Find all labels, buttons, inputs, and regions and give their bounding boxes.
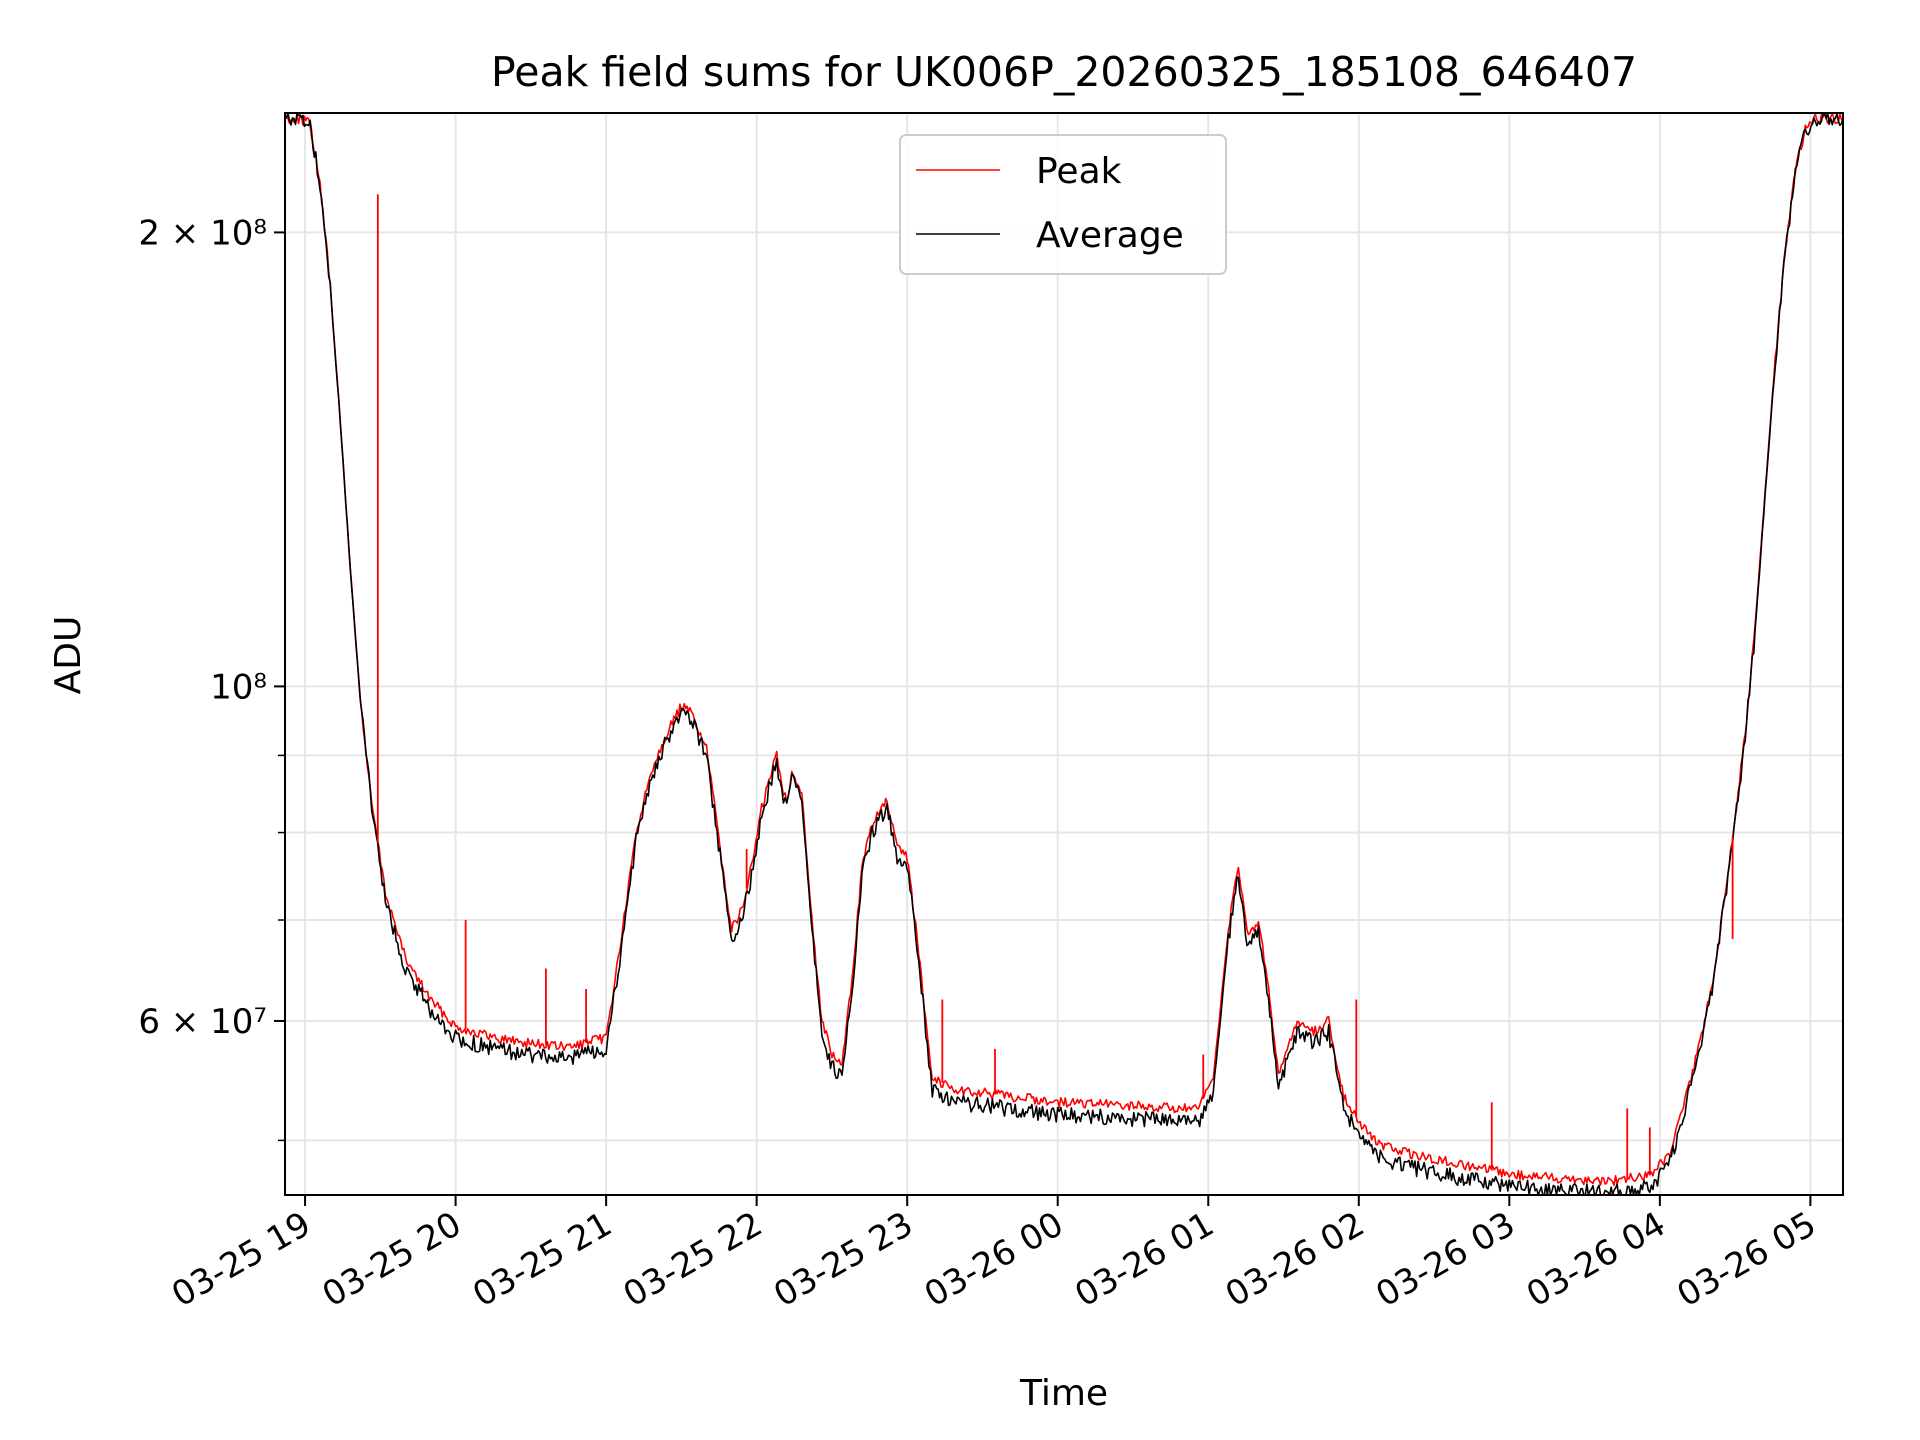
grid-lines	[285, 113, 1843, 1195]
y-tick-label: 6 × 10⁷	[138, 1002, 267, 1042]
series-line-peak	[284, 112, 1844, 1187]
legend-label-average: Average	[1036, 215, 1184, 256]
legend: Peak Average	[899, 134, 1227, 275]
chart-title: Peak field sums for UK006P_20260325_1851…	[491, 48, 1637, 96]
y-tick-label: 10⁸	[210, 667, 267, 707]
plot-frame	[284, 112, 1844, 1196]
y-tick-label: 2 × 10⁸	[138, 213, 267, 253]
x-axis-label: Time	[1019, 1373, 1108, 1414]
y-axis-label: ADU	[48, 616, 89, 695]
legend-label-peak: Peak	[1036, 151, 1122, 192]
